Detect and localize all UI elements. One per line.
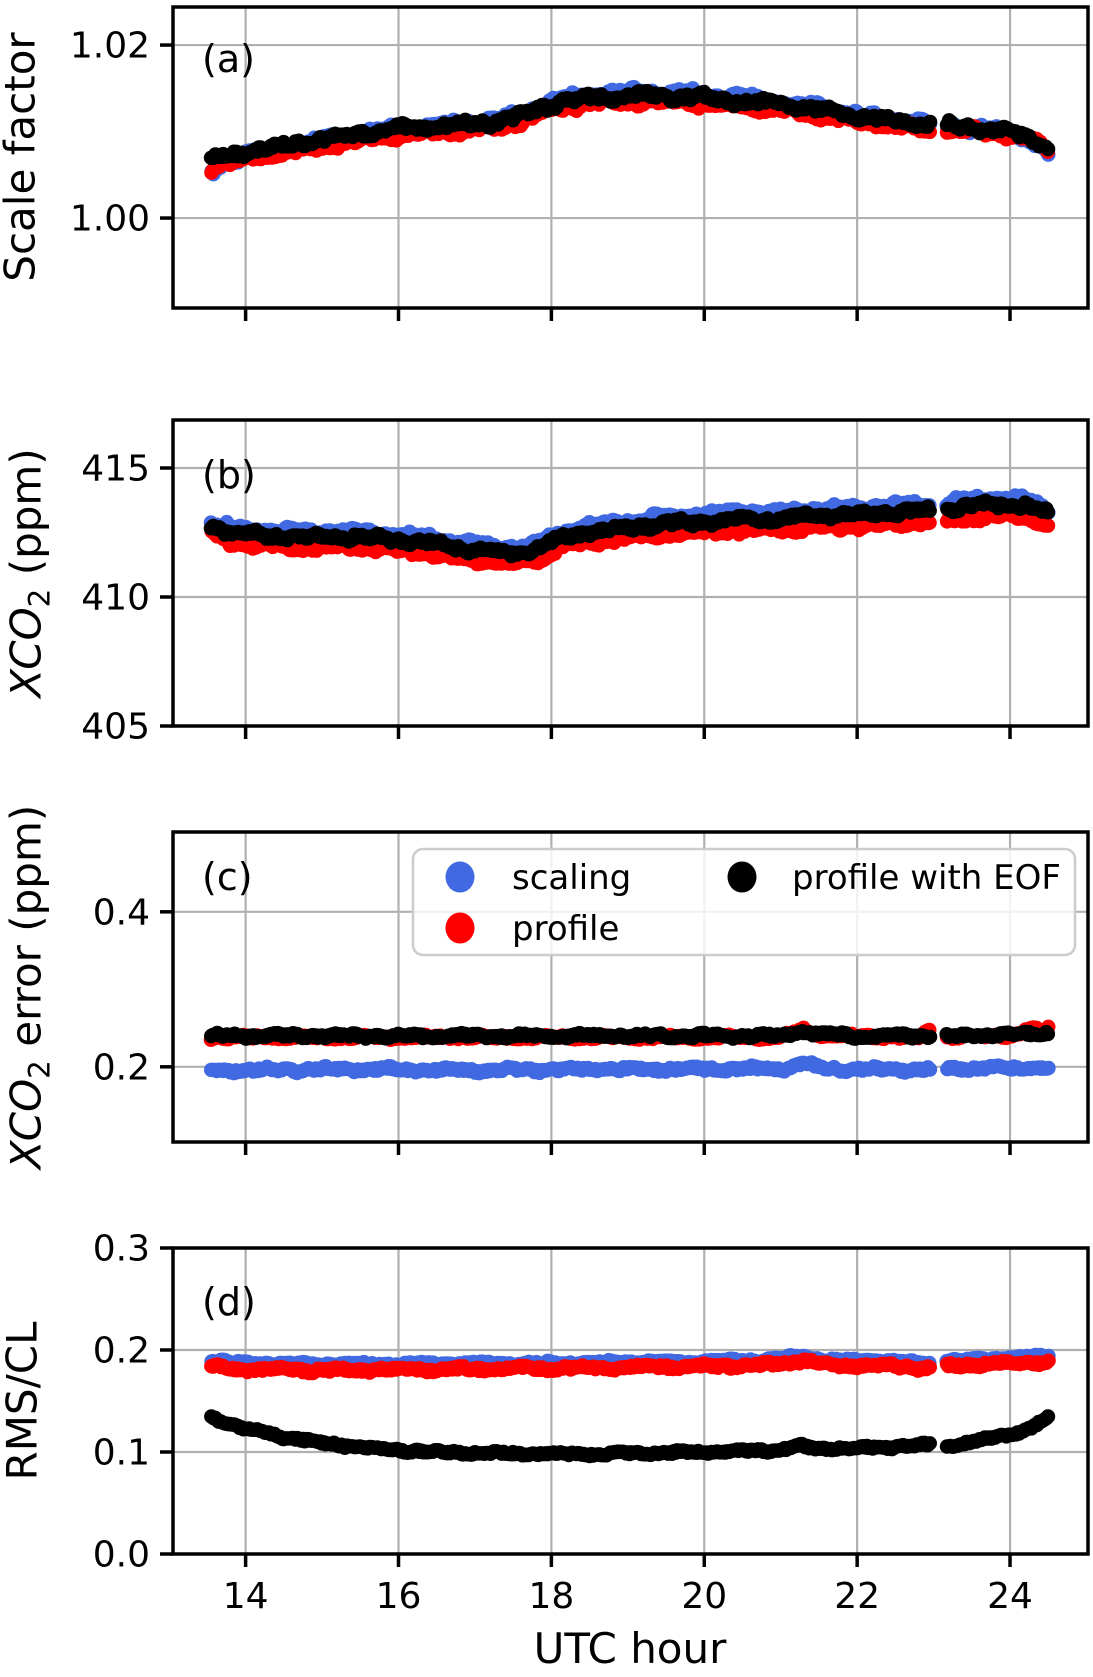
data-point — [1041, 518, 1055, 532]
panel-a-grid — [173, 7, 1088, 308]
panel-a-border — [173, 7, 1088, 308]
panel-b-ytick-label-0: 405 — [81, 707, 150, 748]
panel-a-ytick-label-1: 1.02 — [70, 26, 150, 67]
series-profile-with-EOF-panel-d — [204, 1409, 1055, 1463]
data-point — [1041, 1061, 1055, 1075]
panel-a: 1.00 1.02 (a) Scale factor — [0, 7, 1088, 321]
panel-d-grid — [173, 1248, 1088, 1554]
panel-b-ytick-label-2: 415 — [81, 449, 150, 490]
panel-c-ytick-label-1: 0.4 — [93, 892, 150, 933]
data-point — [923, 1030, 937, 1044]
panel-b-grid — [173, 420, 1088, 726]
panel-a-y-axis-label: Scale factor — [0, 32, 45, 282]
series-scaling-panel-c — [204, 1055, 1056, 1080]
panel-b-letter: (b) — [202, 453, 256, 497]
panel-b-border — [173, 420, 1088, 726]
panel-c-ytick-label-0: 0.2 — [93, 1047, 150, 1088]
data-point — [923, 115, 937, 129]
panel-c-letter: (c) — [202, 855, 253, 899]
data-point — [1041, 1027, 1055, 1041]
data-point — [1041, 1354, 1055, 1368]
panel-a-ytick-label-0: 1.00 — [70, 199, 150, 240]
data-point — [923, 504, 937, 518]
panel-a-letter: (a) — [202, 37, 255, 81]
data-point — [1041, 142, 1055, 156]
data-point — [923, 1062, 937, 1076]
data-point — [1041, 505, 1055, 519]
panel-b-y-axis-label: XCO2 (ppm) — [2, 448, 57, 699]
panel-b-ytick-label-1: 410 — [81, 578, 150, 619]
panel-c-y-axis-label: XCO2 error (ppm) — [2, 805, 57, 1172]
panel-b: 405 410 415 (b) XCO2 (ppm) — [2, 420, 1088, 748]
panels-group: 1.00 1.02 (a) Scale factor 405 410 415 (b) XCO2 … — [0, 7, 1088, 1617]
data-point — [923, 1360, 937, 1374]
